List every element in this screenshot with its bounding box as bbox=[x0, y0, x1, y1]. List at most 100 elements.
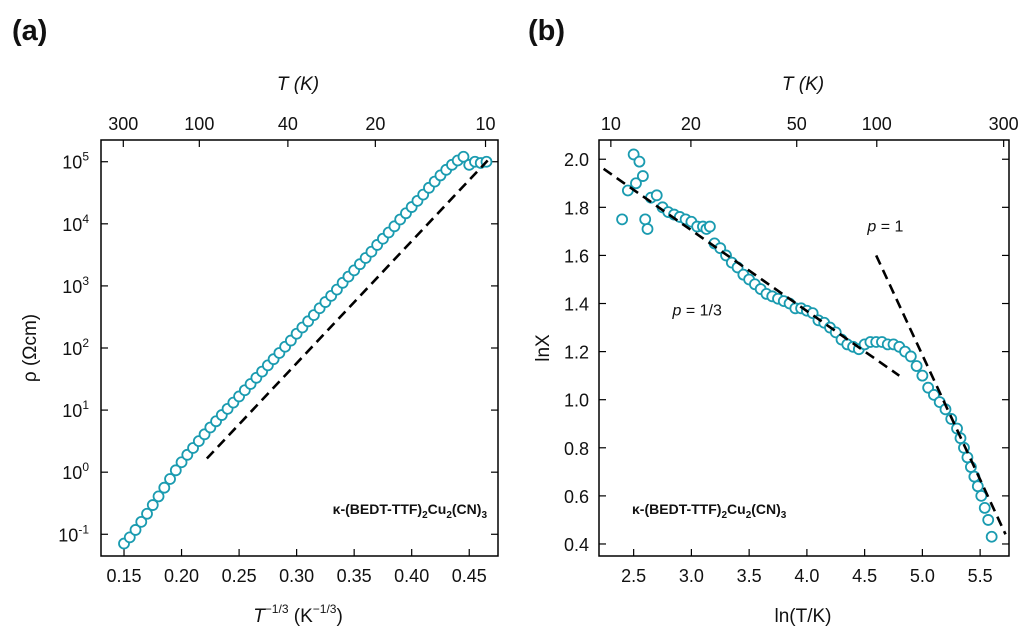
y-tick-label: 1.4 bbox=[564, 295, 589, 315]
panel-a-compound-sub3: 3 bbox=[481, 510, 487, 521]
top-tick-label: 100 bbox=[184, 114, 214, 134]
panel-a-compound-label: κ-(BEDT-TTF)2Cu2(CN)3 bbox=[333, 501, 488, 521]
fit-annotation: p = 1 bbox=[866, 218, 903, 235]
y-tick-label: 104 bbox=[62, 212, 89, 235]
data-point bbox=[146, 499, 159, 511]
x-tick-label: 3.0 bbox=[679, 566, 704, 586]
panel-b-annotations: p = 1 p = 1/3 bbox=[671, 218, 903, 319]
top-tick-label: 100 bbox=[862, 114, 892, 134]
data-point bbox=[129, 524, 142, 536]
data-point bbox=[616, 213, 628, 226]
data-point bbox=[650, 189, 663, 202]
panel-a-compound-sub1: 2 bbox=[422, 510, 428, 521]
panel-b-fit-lines bbox=[602, 167, 1007, 535]
data-point bbox=[135, 515, 148, 528]
panel-a-compound-mid: Cu bbox=[428, 501, 447, 517]
top-tick-label: 20 bbox=[681, 114, 701, 134]
x-tick-label: 0.30 bbox=[279, 566, 314, 586]
y-tick-label: 1.0 bbox=[564, 391, 589, 411]
panel-a-compound-prefix: κ-(BEDT-TTF) bbox=[333, 501, 422, 517]
panel-b-data-points bbox=[616, 148, 998, 543]
data-point bbox=[457, 150, 470, 163]
x-tick-label: 0.35 bbox=[337, 566, 372, 586]
panel-b-compound-sub2: 2 bbox=[746, 510, 752, 521]
panel-a-x-axis-title: T−1/3 (K−1/3) bbox=[253, 602, 343, 627]
y-tick-label: 2.0 bbox=[564, 150, 589, 170]
data-point bbox=[978, 502, 991, 514]
top-tick-label: 10 bbox=[601, 114, 621, 134]
y-tick-label: 1.2 bbox=[564, 343, 589, 363]
panel-b-compound-suffix: (CN) bbox=[751, 501, 781, 517]
x-tick-label: 5.5 bbox=[968, 566, 993, 586]
panel-a-xlabel-sup: −1/3 bbox=[265, 602, 289, 616]
panel-a-xlabel-end: ) bbox=[336, 606, 342, 627]
data-point bbox=[703, 220, 716, 233]
data-point bbox=[630, 177, 642, 190]
y-tick-label: 101 bbox=[62, 398, 89, 421]
panel-a-top-title-text: T (K) bbox=[277, 74, 319, 95]
x-tick-label: 3.5 bbox=[737, 566, 762, 586]
y-tick-label: 1.8 bbox=[564, 198, 589, 218]
panel-a-data-points bbox=[118, 150, 493, 550]
x-tick-label: 4.0 bbox=[794, 566, 819, 586]
panel-a-xlabel-mid: (K bbox=[289, 606, 314, 627]
data-point bbox=[639, 213, 652, 226]
panel-b-compound-sub3: 3 bbox=[781, 510, 787, 521]
top-tick-label: 300 bbox=[108, 114, 138, 134]
panel-a-x-ticks: 0.15 0.20 0.25 0.30 0.35 0.40 0.45 bbox=[106, 549, 487, 586]
panel-b-top-axis-title: T (K) bbox=[782, 74, 824, 95]
data-point bbox=[169, 464, 182, 477]
data-point bbox=[141, 507, 153, 520]
top-tick-label: 10 bbox=[476, 114, 496, 134]
data-point bbox=[916, 369, 929, 382]
panel-a-label: (a) bbox=[12, 15, 47, 47]
top-tick-label: 20 bbox=[365, 114, 385, 134]
y-tick-label: 1.6 bbox=[564, 246, 589, 266]
top-tick-label: 50 bbox=[787, 114, 807, 134]
panel-a-y-axis-title: ρ (Ωcm) bbox=[20, 314, 41, 382]
panel-b-top-title-text: T (K) bbox=[782, 74, 824, 95]
y-tick-label: 102 bbox=[62, 336, 89, 359]
x-tick-label: 0.45 bbox=[452, 566, 487, 586]
panel-b-y-axis-title: lnX bbox=[533, 334, 554, 362]
y-tick-label: 0.4 bbox=[564, 535, 589, 555]
panel-a-fit-line bbox=[205, 159, 489, 460]
x-tick-label: 0.25 bbox=[222, 566, 257, 586]
data-point bbox=[910, 360, 923, 372]
panel-b-top-ticks: 10 20 50 100 300 bbox=[601, 114, 1019, 147]
panel-b: (b) T (K) 2.5 3.0 3.5 4.0 4.5 5.0 5.5 0.40.60.… bbox=[528, 15, 1019, 627]
panel-b-compound-label: κ-(BEDT-TTF)2Cu2(CN)3 bbox=[632, 501, 787, 521]
x-tick-label: 0.20 bbox=[164, 566, 199, 586]
y-tick-label: 0.6 bbox=[564, 487, 589, 507]
data-point bbox=[164, 473, 176, 485]
panel-b-x-axis-title: ln(T/K) bbox=[775, 606, 832, 627]
data-point bbox=[175, 456, 188, 469]
fit-annotation: p = 1/3 bbox=[671, 303, 721, 320]
data-point bbox=[971, 480, 984, 493]
fit-line bbox=[875, 254, 1007, 535]
x-tick-label: 2.5 bbox=[621, 566, 646, 586]
y-tick-label: 100 bbox=[62, 460, 89, 483]
panel-b-plot-frame bbox=[598, 139, 1010, 557]
top-tick-label: 300 bbox=[989, 114, 1019, 134]
panel-a-y-ticks: 10-1 100 101 102 103 104 105 bbox=[58, 150, 498, 545]
panel-b-y-ticks: 0.4 0.6 0.8 1.0 1.2 1.4 1.6 1.8 2.0 bbox=[564, 150, 1009, 555]
data-point bbox=[641, 223, 654, 235]
data-point bbox=[633, 155, 646, 168]
data-point bbox=[982, 514, 995, 526]
panel-a-compound-suffix: (CN) bbox=[452, 501, 482, 517]
data-point bbox=[152, 490, 165, 503]
panel-a-top-axis-title: T (K) bbox=[277, 74, 319, 95]
panel-a: (a) T (K) 0.15 0.20 0.25 0.30 0.35 0.40 0.45 1… bbox=[12, 15, 499, 627]
panel-a-compound-sub2: 2 bbox=[446, 510, 452, 521]
data-point bbox=[158, 481, 171, 494]
panel-b-compound-sub1: 2 bbox=[721, 510, 727, 521]
fit-line bbox=[602, 167, 901, 377]
x-tick-label: 4.5 bbox=[852, 566, 877, 586]
x-tick-label: 0.40 bbox=[394, 566, 429, 586]
y-tick-label: 0.8 bbox=[564, 439, 589, 459]
data-point bbox=[636, 170, 649, 182]
data-point bbox=[904, 350, 917, 363]
top-tick-label: 40 bbox=[278, 114, 298, 134]
